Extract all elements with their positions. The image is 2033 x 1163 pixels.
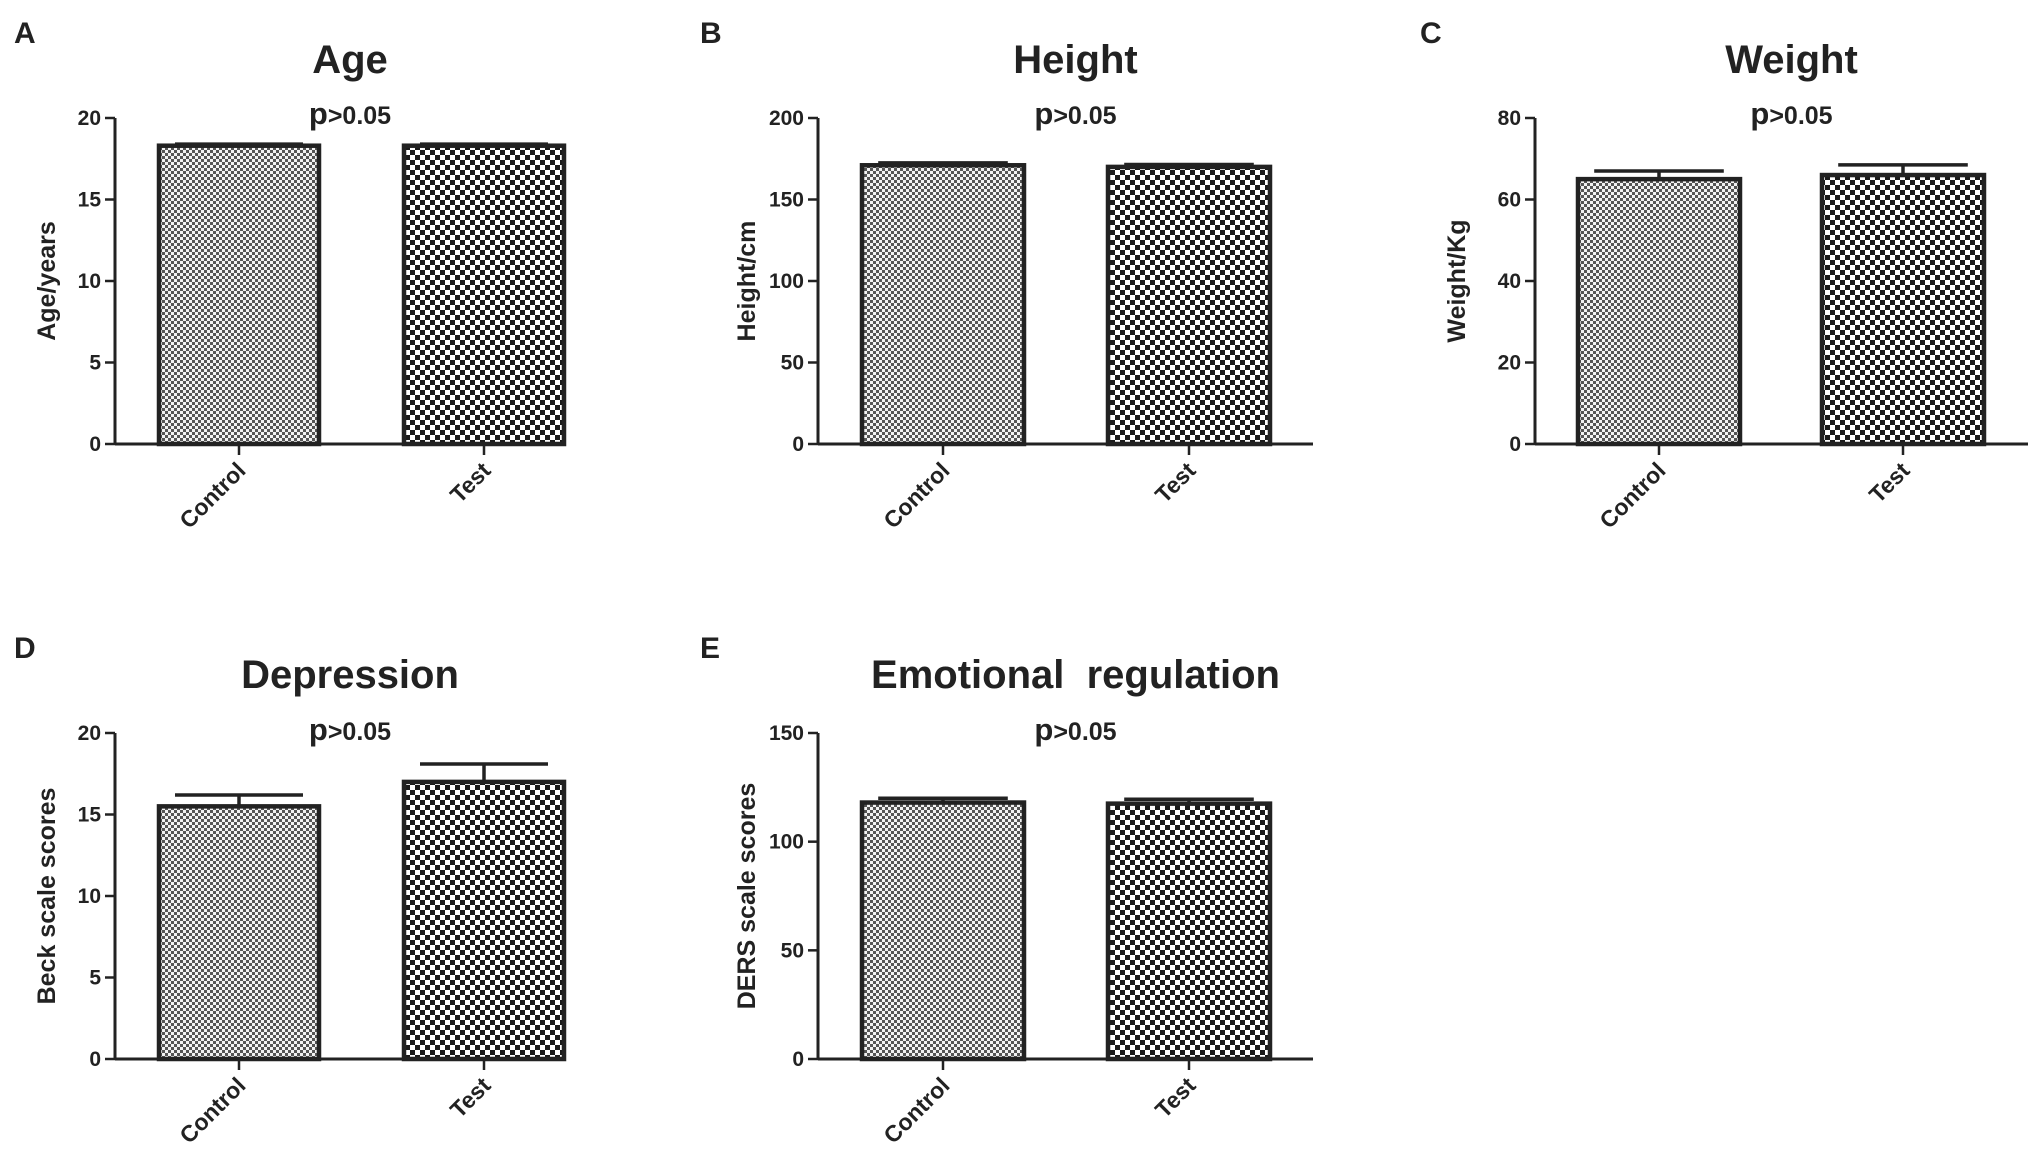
bar-control [1575, 176, 1743, 447]
y-tick-label: 150 [769, 722, 804, 745]
y-tick-label: 15 [78, 804, 102, 827]
significance-annotation: p>0.05 [309, 712, 391, 747]
y-axis-label: Age/years [33, 221, 61, 341]
y-tick-label: 20 [1498, 352, 1521, 375]
y-tick-label: 50 [781, 352, 804, 375]
x-tick-label-control: Control [878, 457, 954, 533]
chart-title: Weight [1725, 38, 1858, 82]
y-tick-label: 60 [1498, 189, 1521, 212]
y-tick-label: 0 [89, 1048, 101, 1071]
annotation-value: >0.05 [1053, 718, 1116, 746]
x-tick-label-test: Test [1150, 457, 1201, 508]
bar-control [859, 800, 1027, 1062]
y-axis-label: Weight/Kg [1443, 219, 1471, 342]
y-tick-label: 5 [89, 352, 101, 375]
annotation-value: >0.05 [328, 718, 391, 746]
y-tick-label: 80 [1498, 107, 1521, 130]
error-bar-control [878, 796, 1008, 803]
error-bar-control [175, 793, 303, 807]
y-tick-label: 100 [769, 831, 804, 854]
y-tick-label: 0 [792, 433, 804, 456]
bar-test [1819, 172, 1987, 447]
y-axis-label: DERS scale scores [733, 783, 761, 1010]
x-tick-label-test: Test [1864, 457, 1915, 508]
x-tick-label-test: Test [445, 457, 496, 508]
y-tick-label: 0 [792, 1048, 804, 1071]
bar-control [156, 143, 322, 447]
bar-test [1105, 164, 1273, 447]
annotation-p: p [1750, 96, 1769, 131]
significance-annotation: p>0.05 [1034, 712, 1116, 747]
x-tick-label-control: Control [1594, 457, 1670, 533]
bar-control [859, 163, 1027, 447]
x-tick-label-control: Control [878, 1072, 954, 1148]
panel-letter: B [700, 17, 722, 50]
chart-title: Depression [241, 653, 459, 697]
bar-test [401, 779, 567, 1062]
annotation-p: p [309, 712, 328, 747]
annotation-value: >0.05 [1053, 102, 1116, 130]
y-tick-label: 100 [769, 270, 804, 293]
significance-annotation: p>0.05 [1034, 96, 1116, 131]
bar-control [156, 804, 322, 1062]
y-axis-label: Beck scale scores [33, 788, 61, 1005]
y-tick-label: 40 [1498, 270, 1521, 293]
y-tick-label: 150 [769, 189, 804, 212]
error-bar-control [175, 142, 303, 146]
error-bar-test [1838, 163, 1968, 176]
y-tick-label: 5 [89, 967, 101, 990]
chart-title: Height [1013, 38, 1137, 82]
panel-letter: E [700, 632, 720, 665]
panel-e: E Emotional regulation p>0.05 DERS scale sc… [700, 632, 1313, 1148]
error-bar-test [420, 142, 548, 146]
panel-b: B Height p>0.05 Height/cm 0 50 100 150 200 Contro… [700, 17, 1313, 533]
error-bar-test [1124, 797, 1254, 804]
bar-test [401, 143, 567, 447]
panel-d: D Depression p>0.05 Beck scale scores 0 5 10 15… [14, 632, 567, 1148]
y-tick-label: 50 [781, 939, 804, 962]
error-bar-control [878, 161, 1008, 166]
y-tick-label: 0 [89, 433, 101, 456]
panel-letter: C [1420, 17, 1442, 50]
y-axis-label: Height/cm [733, 221, 761, 342]
y-tick-label: 15 [78, 189, 102, 212]
chart-title: Emotional regulation [871, 653, 1280, 697]
y-tick-label: 200 [769, 107, 804, 130]
panel-letter: D [14, 632, 36, 665]
bar-test [1105, 801, 1273, 1062]
annotation-p: p [309, 96, 328, 131]
x-tick-label-control: Control [174, 1072, 250, 1148]
significance-annotation: p>0.05 [309, 96, 391, 131]
chart-title: Age [312, 38, 388, 82]
annotation-value: >0.05 [1769, 102, 1832, 130]
y-tick-label: 0 [1509, 433, 1521, 456]
y-tick-label: 20 [78, 722, 101, 745]
panel-letter: A [14, 17, 36, 50]
panel-a: A Age p>0.05 Age/years 0 5 10 15 20 Control Test [14, 17, 567, 533]
annotation-value: >0.05 [328, 102, 391, 130]
annotation-p: p [1034, 96, 1053, 131]
x-tick-label-control: Control [174, 457, 250, 533]
error-bar-test [1124, 162, 1254, 167]
error-bar-test [420, 762, 548, 782]
significance-annotation: p>0.05 [1750, 96, 1832, 131]
y-tick-label: 10 [78, 270, 101, 293]
y-tick-label: 20 [78, 107, 101, 130]
annotation-p: p [1034, 712, 1053, 747]
error-bar-control [1594, 169, 1724, 180]
y-tick-label: 10 [78, 885, 101, 908]
panel-c: C Weight p>0.05 Weight/Kg 0 20 40 60 80 Control Te… [1420, 17, 2028, 533]
x-tick-label-test: Test [1150, 1072, 1201, 1123]
x-tick-label-test: Test [445, 1072, 496, 1123]
